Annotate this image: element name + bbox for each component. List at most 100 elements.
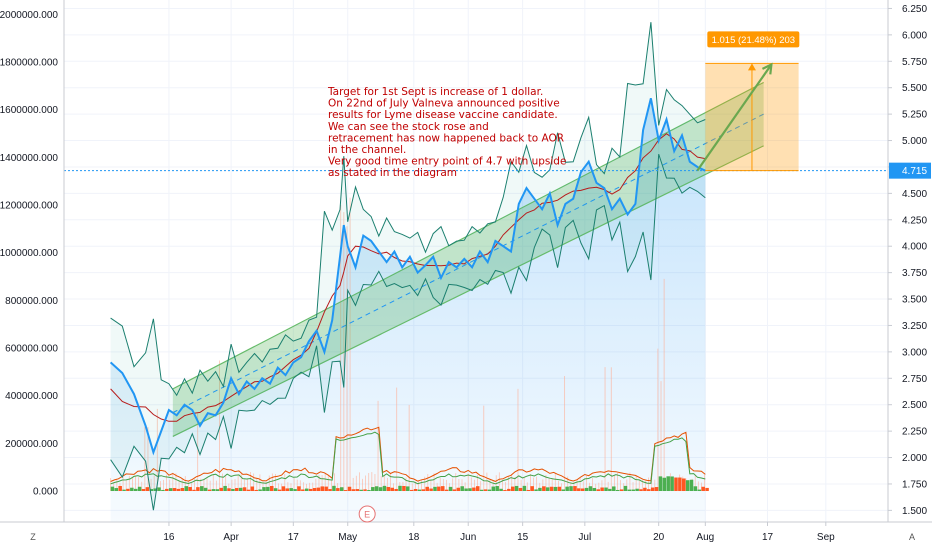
volume-block [141, 489, 146, 492]
volume-block [468, 488, 472, 492]
volume-block [293, 489, 297, 492]
volume-block [705, 487, 709, 492]
volume-block [608, 488, 612, 492]
left-tick-label: 1400000.000 [0, 153, 58, 164]
volume-block [627, 489, 632, 492]
volume-block [409, 489, 414, 492]
left-tick-label: 0.000 [33, 487, 58, 498]
volume-block [347, 486, 352, 492]
time-tick-label: Jun [460, 532, 476, 543]
right-tick-label: 4.250 [902, 215, 927, 226]
volume-indicator [110, 197, 709, 492]
volume-block [328, 489, 332, 492]
left-tick-label: 800000.000 [5, 296, 58, 307]
volume-block [336, 488, 340, 492]
volume-block [367, 490, 371, 492]
volume-block [584, 487, 589, 492]
volume-block [662, 477, 667, 492]
volume-block [114, 488, 119, 492]
volume-block [390, 487, 394, 492]
volume-block [301, 489, 305, 492]
last-price-badge [889, 162, 931, 179]
right-tick-label: 2.250 [902, 427, 927, 438]
volume-block [600, 487, 604, 492]
right-tick-label: 2.000 [902, 453, 927, 464]
volume-block [592, 487, 597, 492]
volume-block [650, 487, 655, 492]
volume-block [421, 489, 426, 492]
volume-block [133, 488, 138, 492]
volume-block [130, 487, 134, 492]
volume-block [200, 486, 204, 492]
volume-block [374, 486, 379, 492]
volume-block [406, 486, 410, 492]
volume-block [631, 489, 635, 492]
target-projection[interactable]: 1.015 (21.48%) 203 [696, 31, 800, 172]
volume-ma-orange [110, 426, 706, 482]
volume-block [196, 487, 200, 492]
volume-block [270, 485, 274, 492]
regression-channel [172, 81, 764, 437]
annotation-line: retracement has now happened back to AOR [328, 132, 564, 144]
volume-block [231, 488, 235, 492]
volume-block [487, 489, 492, 492]
corner-left-label: Z [30, 532, 36, 542]
volume-block [503, 490, 507, 492]
price-area [110, 98, 706, 523]
left-tick-label: 600000.000 [5, 344, 58, 355]
right-axis-pane [888, 0, 932, 522]
right-tick-label: 1.500 [902, 506, 927, 517]
volume-block [522, 485, 527, 492]
channel-fill [172, 82, 764, 437]
left-axis-pane [0, 0, 64, 522]
volume-block [382, 485, 387, 492]
volume-block [526, 489, 531, 492]
volume-block [495, 486, 499, 492]
volume-block [507, 488, 511, 492]
annotation-line: results for Lyme disease vaccine candida… [328, 109, 558, 121]
volume-block [499, 488, 503, 492]
annotation-line: Target for 1st Sept is increase of 1 dol… [327, 86, 543, 98]
volume-block [557, 486, 562, 492]
volume-block [682, 478, 686, 492]
time-tick-label: Apr [223, 532, 239, 543]
target-label: 1.015 (21.48%) 203 [712, 35, 795, 46]
right-tick-label: 5.250 [902, 110, 927, 121]
volume-block [161, 489, 165, 492]
volume-block [285, 488, 290, 492]
volume-block [565, 486, 569, 492]
right-tick-label: 6.250 [902, 4, 927, 15]
time-tick-label: May [338, 532, 357, 543]
right-tick-label: 5.000 [902, 136, 927, 147]
band-lower [110, 153, 706, 511]
volume-block [398, 485, 402, 492]
volume-block [433, 486, 437, 492]
annotation-line: in the channel. [328, 144, 406, 156]
volume-block [441, 486, 445, 492]
volume-block [639, 489, 643, 492]
volume-block [297, 486, 301, 492]
volume-block [514, 485, 519, 492]
volume-block [359, 489, 363, 492]
volume-block [180, 488, 185, 492]
volume-block [122, 489, 126, 492]
volume-block [619, 489, 624, 492]
volume-block [612, 486, 616, 492]
volume-block [647, 489, 651, 492]
trend-arrow-head [761, 62, 773, 75]
volume-block [693, 486, 698, 492]
price-area-fill [110, 98, 706, 523]
volume-block [483, 489, 488, 492]
target-label-bg [707, 31, 800, 48]
volume-block [577, 488, 581, 492]
volume-block [464, 488, 468, 492]
right-tick-label: 3.000 [902, 347, 927, 358]
volume-block [386, 486, 391, 492]
volume-block [615, 489, 620, 492]
volume-block [227, 488, 231, 492]
price-series [64, 98, 888, 456]
volume-block [666, 476, 670, 492]
trend-arrow [696, 63, 773, 172]
